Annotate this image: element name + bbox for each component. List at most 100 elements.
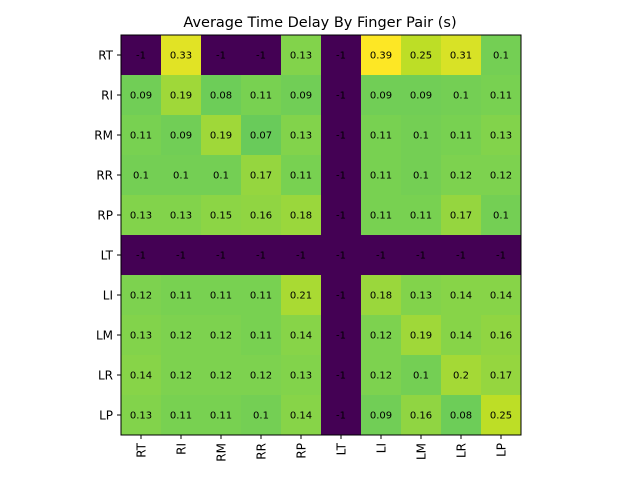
cell-value-label: 0.25 [410,51,432,62]
heatmap-cell [361,195,401,235]
heatmap-cell [441,195,481,235]
heatmap-cell [401,155,441,195]
cell-value-label: 0.11 [450,131,472,142]
plot-frame [120,34,522,436]
heatmap-cell [161,195,201,235]
cell-value-label: -1 [136,51,146,62]
cell-value-label: -1 [416,251,426,262]
cell-value-label: 0.13 [410,291,432,302]
cell-value-label: 0.13 [490,131,512,142]
cell-value-label: -1 [376,251,386,262]
heatmap-cell [161,35,201,75]
heatmap-cell [321,315,361,355]
heatmap-cell [361,395,401,435]
heatmap-cell [121,395,161,435]
heatmap-cell [321,355,361,395]
cell-value-label: 0.09 [410,91,432,102]
heatmap-cell [361,235,401,275]
heatmap-cell [281,35,321,75]
cell-value-label: -1 [136,251,146,262]
y-tick-label: LR [98,369,113,383]
heatmap-cell [481,155,521,195]
cell-value-label: -1 [336,91,346,102]
heatmap-cell [321,275,361,315]
heatmap-cell [201,275,241,315]
cell-value-label: 0.08 [450,411,472,422]
cell-value-label: 0.14 [130,371,152,382]
heatmap-cell [401,115,441,155]
cell-value-label: 0.12 [370,331,392,342]
cell-value-label: 0.21 [290,291,312,302]
heatmap-cell [121,275,161,315]
cell-value-label: 0.1 [173,171,189,182]
heatmap-cell [281,195,321,235]
heatmap-cell [241,35,281,75]
cell-value-label: 0.1 [413,171,429,182]
cell-value-label: 0.09 [130,91,152,102]
cell-value-label: 0.14 [290,331,312,342]
y-tick-label: RT [98,49,113,63]
heatmap-cell [281,315,321,355]
heatmap-cell [161,315,201,355]
cell-value-label: 0.11 [410,211,432,222]
heatmap-cell [401,395,441,435]
cell-value-label: 0.12 [490,171,512,182]
cell-value-label: -1 [336,171,346,182]
x-tick-label: RT [135,442,149,457]
heatmap-cells: -1 0.33 -1 -1 0.13 -1 0.39 0.25 0.31 0.1 0.09 0.19 0… [121,35,521,435]
heatmap-cell [201,155,241,195]
cell-value-label: 0.39 [370,51,392,62]
cell-value-label: 0.14 [290,411,312,422]
heatmap-cell [161,275,201,315]
y-axis: RT RI RM RR RP LT LI LM LR LP [94,49,121,423]
cell-value-label: 0.07 [250,131,272,142]
heatmap-cell [361,355,401,395]
heatmap-cell [121,115,161,155]
heatmap-cell [361,155,401,195]
heatmap-cell [121,195,161,235]
heatmap-cell [121,35,161,75]
heatmap-cell [321,235,361,275]
x-tick-label: LR [455,443,469,458]
heatmap-cell [201,35,241,75]
heatmap-cell [281,155,321,195]
heatmap-cell [201,115,241,155]
cell-value-label: 0.09 [290,91,312,102]
cell-value-label: 0.11 [250,91,272,102]
heatmap-cell [401,35,441,75]
heatmap-cell [361,75,401,115]
heatmap-cell [161,235,201,275]
heatmap-cell [481,235,521,275]
cell-value-label: 0.11 [170,291,192,302]
cell-value-label: 0.33 [170,51,192,62]
heatmap-cell [401,235,441,275]
cell-value-label: -1 [176,251,186,262]
x-tick-label: LM [415,443,429,460]
heatmap-cell [361,275,401,315]
cell-value-label: 0.12 [210,331,232,342]
x-tick-label: LT [335,442,349,455]
cell-value-label: 0.1 [413,371,429,382]
cell-value-label: -1 [336,251,346,262]
cell-value-label: 0.13 [290,131,312,142]
x-tick-label: RM [215,443,229,462]
x-tick-label: RR [255,443,269,460]
cell-value-label: 0.1 [133,171,149,182]
cell-value-label: 0.19 [410,331,432,342]
cell-value-label: 0.1 [213,171,229,182]
heatmap-cell [441,235,481,275]
cell-value-label: 0.13 [130,331,152,342]
cell-value-label: 0.15 [210,211,232,222]
heatmap-cell [441,275,481,315]
heatmap-cell [361,35,401,75]
y-tick-label: LI [103,289,113,303]
cell-value-label: -1 [336,331,346,342]
y-tick-label: RI [101,89,113,103]
cell-value-label: 0.1 [493,211,509,222]
chart-title: Average Time Delay By Finger Pair (s) [183,15,456,31]
cell-value-label: 0.11 [370,211,392,222]
cell-value-label: 0.25 [490,411,512,422]
heatmap-cell [241,155,281,195]
cell-value-label: 0.13 [290,371,312,382]
cell-value-label: 0.11 [130,131,152,142]
